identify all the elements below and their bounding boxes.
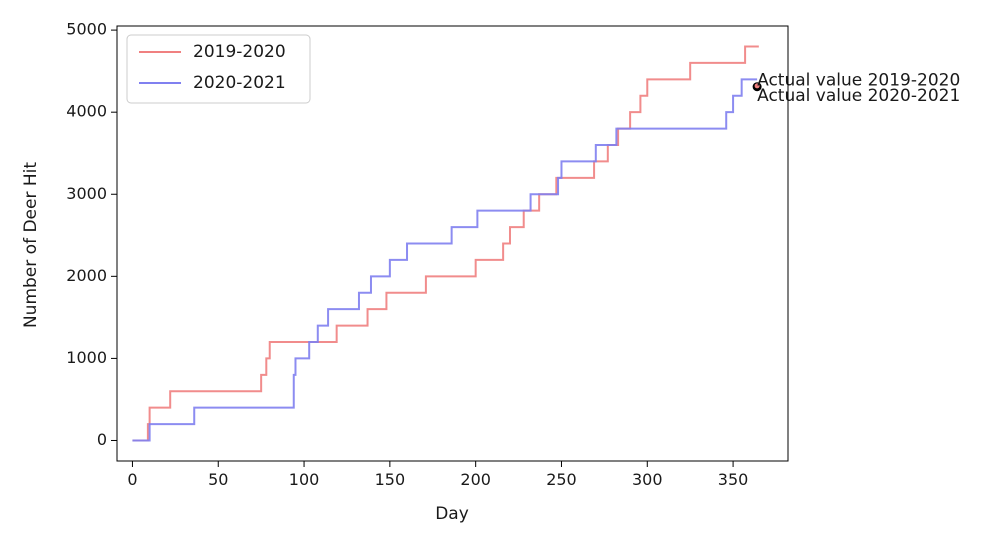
x-tick-label: 300 — [632, 470, 663, 489]
legend-label-2020-2021: 2020-2021 — [193, 73, 286, 93]
x-tick-label: 150 — [375, 470, 406, 489]
x-tick-label: 50 — [208, 470, 228, 489]
y-tick-label: 4000 — [66, 102, 107, 121]
series-line-2020-2021 — [132, 78, 758, 442]
x-tick-label: 0 — [127, 470, 137, 489]
axes-frame — [116, 25, 789, 462]
legend: 2019-2020 2020-2021 — [126, 34, 311, 104]
y-axis-label: Number of Deer Hit — [21, 162, 41, 328]
series-line-2019-2020 — [132, 45, 759, 442]
annotation-2: Actual value 2020-2021 — [757, 86, 960, 106]
axes-layer: 0 50 100 150 200 250 300 350 0 1000 2000 3000 4000 50… — [66, 20, 789, 489]
x-tick-label: 350 — [718, 470, 749, 489]
series-layer — [132, 45, 759, 442]
y-tick-label: 1000 — [66, 348, 107, 367]
x-axis-label: Day — [435, 504, 469, 524]
y-tick-label: 3000 — [66, 184, 107, 203]
x-tick-label: 100 — [289, 470, 320, 489]
x-tick-label: 250 — [546, 470, 577, 489]
annotation-1: Actual value 2019-2020 — [757, 71, 960, 91]
data-point-2 — [754, 83, 760, 89]
y-tick-label: 2000 — [66, 266, 107, 285]
y-tick-label: 5000 — [66, 20, 107, 39]
y-tick-label: 0 — [97, 430, 107, 449]
points-layer — [752, 82, 762, 92]
x-tick-label: 200 — [460, 470, 491, 489]
legend-label-2019-2020: 2019-2020 — [193, 42, 286, 62]
